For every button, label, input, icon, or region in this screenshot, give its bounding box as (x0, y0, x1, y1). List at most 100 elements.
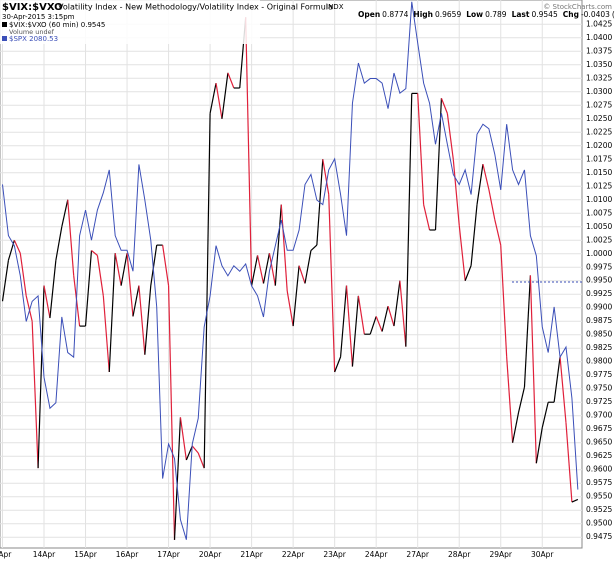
price-segment (209, 83, 217, 114)
y-tick-label: 0.9900 (586, 303, 612, 312)
price-segment (43, 285, 51, 319)
price-segment (91, 250, 98, 256)
price-segment (571, 498, 579, 503)
price-segment (517, 386, 526, 413)
price-segment (25, 295, 33, 322)
y-tick-label: 0.9725 (586, 397, 612, 406)
grid (0, 0, 582, 548)
price-segment (221, 72, 229, 119)
quote: Open 0.8774 High 0.9659 Low 0.789 Last 0.9545 Ch… (358, 10, 615, 19)
price-segment (339, 285, 348, 357)
y-tick-label: 0.9525 (586, 505, 612, 514)
y-tick-label: 0.9925 (586, 289, 612, 298)
y-tick-label: 1.0200 (586, 141, 612, 150)
legend-label: $VIX:$VXO (60 min) 0.9545 (9, 21, 105, 29)
plot-frame (0, 0, 583, 549)
price-segment (162, 245, 170, 286)
title: $VIX:$VXO (2, 2, 63, 13)
y-tick-label: 0.9850 (586, 330, 612, 339)
price-segment (523, 275, 531, 388)
y-tick-label: 1.0350 (586, 60, 612, 69)
y-tick-label: 0.9650 (586, 438, 612, 447)
x-tick-label: 30Apr (531, 550, 554, 559)
header-bg (0, 0, 260, 44)
y-tick-label: 1.0000 (586, 249, 612, 258)
price-segment (565, 422, 573, 503)
y-tick-label: 1.0325 (586, 73, 612, 82)
price-segment (84, 250, 93, 327)
x-tick-label: 22Apr (282, 550, 305, 559)
price-segment (452, 159, 460, 226)
quote-value: 0.789 (485, 10, 507, 19)
price-segment (31, 321, 39, 469)
price-segment (262, 253, 270, 284)
marks (1, 1, 579, 540)
price-segment (304, 250, 312, 284)
exchange: INDX (326, 3, 344, 11)
quote-value: 0.9659 (435, 10, 461, 19)
price-segment (19, 253, 27, 296)
price-segment (120, 253, 128, 286)
y-tick-label: 1.0300 (586, 87, 612, 96)
y-tick-label: 1.0375 (586, 46, 612, 55)
price-segment (375, 316, 383, 332)
price-segment (138, 285, 146, 355)
price-segment (328, 194, 336, 373)
price-segment (67, 199, 75, 276)
quote-label: Open (358, 10, 380, 19)
price-segment (322, 159, 330, 195)
price-segment (381, 305, 389, 332)
price-segment (13, 240, 21, 254)
price-segment (423, 204, 431, 231)
price-segment (387, 305, 395, 327)
x-tick-label: 17Apr (157, 550, 180, 559)
quote-label: Last (512, 10, 530, 19)
price-segment (197, 452, 205, 469)
x-tick-label: 20Apr (199, 550, 222, 559)
quote-value: 0.8774 (382, 10, 408, 19)
y-tick-label: 0.9825 (586, 343, 612, 352)
legend-swatch (2, 22, 7, 27)
price-segment (102, 295, 110, 373)
price-segment (440, 98, 448, 114)
price-segment (256, 255, 265, 284)
price-segment (96, 255, 104, 296)
price-segment (203, 113, 211, 469)
y-tick-label: 0.9700 (586, 411, 612, 420)
price-segment (512, 412, 520, 443)
legend-swatch (2, 36, 7, 41)
y-tick-label: 1.0250 (586, 114, 612, 123)
price-segment (334, 356, 342, 373)
price-segment (446, 113, 454, 160)
x-tick-label: 27Apr (406, 550, 429, 559)
x-tick-label: 24Apr (365, 550, 388, 559)
price-segment (541, 402, 549, 428)
y-tick-label: 1.0125 (586, 181, 612, 190)
price-segment (393, 280, 401, 327)
price-segment (506, 356, 514, 443)
price-segment (482, 163, 490, 190)
price-segment (476, 164, 484, 205)
y-tick-label: 1.0100 (586, 195, 612, 204)
price-segment (274, 204, 282, 286)
quote-change-pct: (-4.05%) (612, 10, 615, 19)
price-segment (286, 290, 294, 327)
price-segment (292, 265, 300, 327)
quote-label: Low (466, 10, 483, 19)
y-tick-label: 1.0050 (586, 222, 612, 231)
price-segment (61, 199, 69, 227)
legend-label: $SPX 2080.53 (9, 35, 58, 43)
price-segment (227, 72, 235, 89)
x-tick-label: 16Apr (116, 550, 139, 559)
price-segment (185, 445, 193, 461)
y-tick-label: 0.9750 (586, 384, 612, 393)
price-segment (191, 445, 199, 454)
y-tick-label: 0.9600 (586, 465, 612, 474)
price-segment (464, 265, 472, 281)
price-segment (37, 285, 45, 469)
y-tick-label: 0.9625 (586, 451, 612, 460)
quote-value: -0.0403 (581, 10, 610, 19)
price-segment (268, 253, 276, 286)
